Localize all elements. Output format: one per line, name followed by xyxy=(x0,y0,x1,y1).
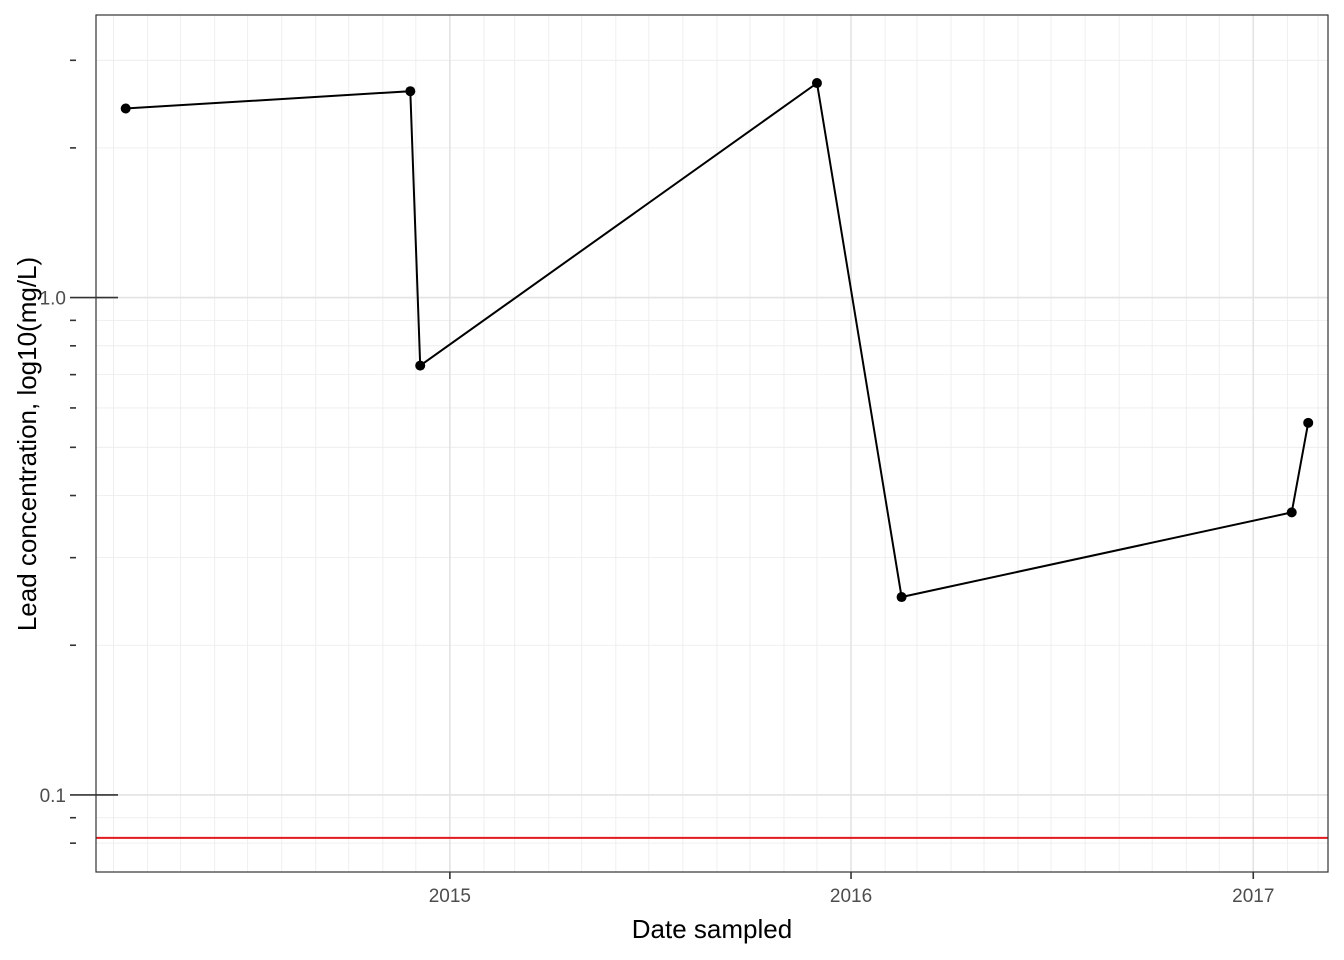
data-point xyxy=(415,360,426,371)
y-tick-label: 0.1 xyxy=(40,786,66,807)
plot-background xyxy=(96,15,1328,872)
data-point xyxy=(1303,417,1314,428)
x-tick-label: 2016 xyxy=(830,886,872,907)
y-axis: 0.1 1.0 xyxy=(40,59,118,844)
x-axis-title: Date sampled xyxy=(632,914,792,944)
data-point xyxy=(405,86,416,97)
series-layer xyxy=(120,78,1314,603)
x-tick-label: 2017 xyxy=(1232,886,1274,907)
panel-border xyxy=(95,14,1329,873)
data-point xyxy=(896,592,907,603)
y-axis-title: Lead concentration, log10(mg/L) xyxy=(12,257,42,631)
y-tick-label: 1.0 xyxy=(40,289,66,310)
x-tick-label: 2015 xyxy=(429,886,471,907)
minor-gridlines xyxy=(96,15,1328,872)
data-point xyxy=(811,78,822,89)
x-axis: 2015 2016 2017 xyxy=(429,872,1274,907)
major-gridlines xyxy=(96,15,1328,872)
data-point xyxy=(120,103,131,114)
data-point xyxy=(1286,507,1297,518)
